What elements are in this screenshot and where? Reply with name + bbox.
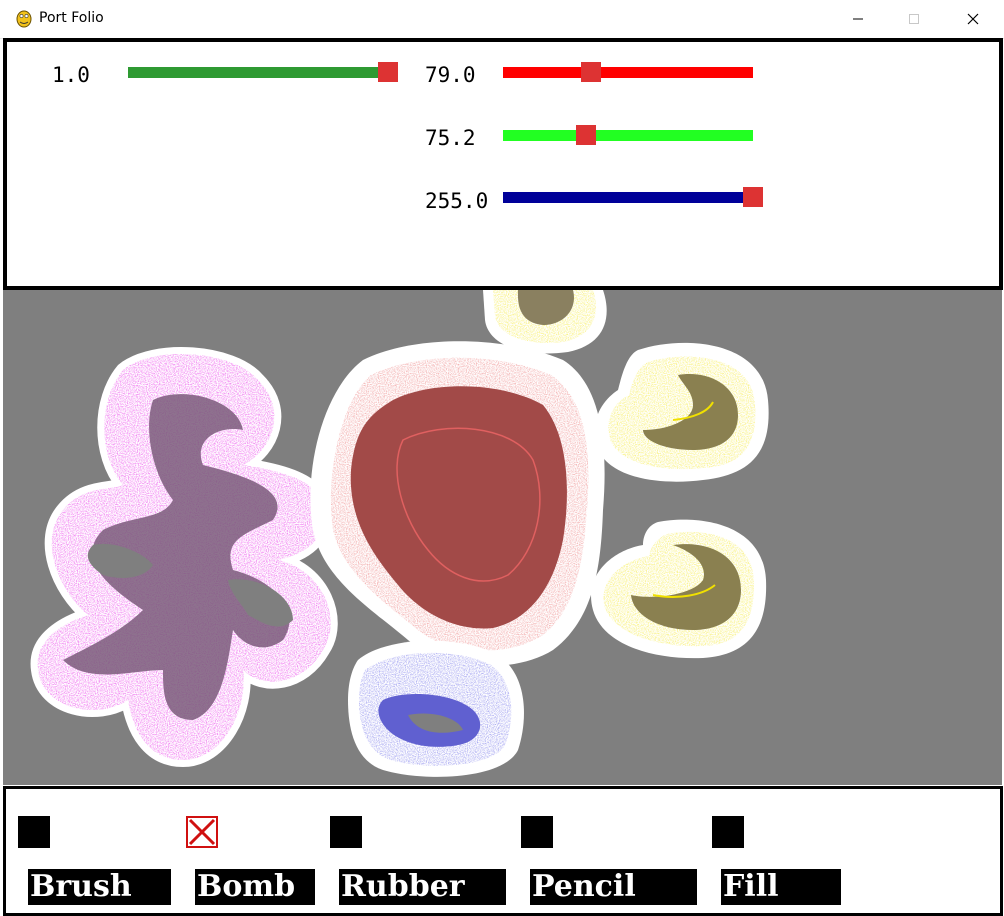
close-icon (967, 13, 979, 25)
green-value: 75.2 (425, 126, 476, 150)
title-bar[interactable]: Port Folio (0, 0, 1004, 39)
blue-slider-thumb[interactable] (743, 187, 763, 207)
red-slider-thumb[interactable] (580, 62, 601, 82)
red-blob (310, 341, 605, 667)
red-value: 79.0 (425, 63, 476, 87)
rubber-tool-button[interactable]: Rubber (339, 869, 506, 905)
brush-checkbox[interactable] (18, 816, 50, 848)
fill-checkbox[interactable] (712, 816, 744, 848)
green-slider-track[interactable] (503, 130, 753, 141)
pencil-checkbox[interactable] (521, 816, 553, 848)
yellow-blob-right (594, 342, 769, 482)
yellow-blob-bottom (591, 519, 767, 659)
drawing-canvas[interactable] (3, 290, 1002, 785)
green-slider-thumb[interactable] (575, 125, 596, 145)
maximize-button[interactable] (891, 0, 937, 38)
bomb-tool-button[interactable]: Bomb (195, 869, 315, 905)
rubber-checkbox[interactable] (330, 816, 362, 848)
maximize-icon (909, 14, 919, 24)
bomb-checkbox[interactable] (186, 816, 218, 848)
blue-value: 255.0 (425, 189, 489, 213)
minimize-button[interactable] (835, 0, 881, 38)
canvas-drawing (30, 290, 769, 777)
brush-tool-button[interactable]: Brush (28, 869, 171, 905)
tool-panel: Brush Bomb Rubber Pencil Fill (3, 786, 1003, 916)
selected-x-icon (188, 818, 216, 846)
brush-size-slider-track[interactable] (128, 67, 388, 78)
pencil-tool-button[interactable]: Pencil (530, 869, 697, 905)
window-title: Port Folio (39, 10, 104, 26)
close-button[interactable] (950, 0, 996, 38)
brush-size-value: 1.0 (52, 63, 90, 87)
pink-blob (30, 347, 338, 768)
yellow-blob-top (483, 290, 607, 354)
minimize-icon (853, 18, 863, 20)
brush-size-slider-thumb[interactable] (378, 62, 398, 82)
blue-blob (348, 640, 524, 777)
slider-panel: 1.0 79.0 75.2 255.0 (3, 38, 1003, 290)
red-slider-track[interactable] (503, 67, 753, 78)
fill-tool-button[interactable]: Fill (721, 869, 841, 905)
blue-slider-track[interactable] (503, 192, 753, 203)
python-snake-icon (14, 9, 34, 29)
